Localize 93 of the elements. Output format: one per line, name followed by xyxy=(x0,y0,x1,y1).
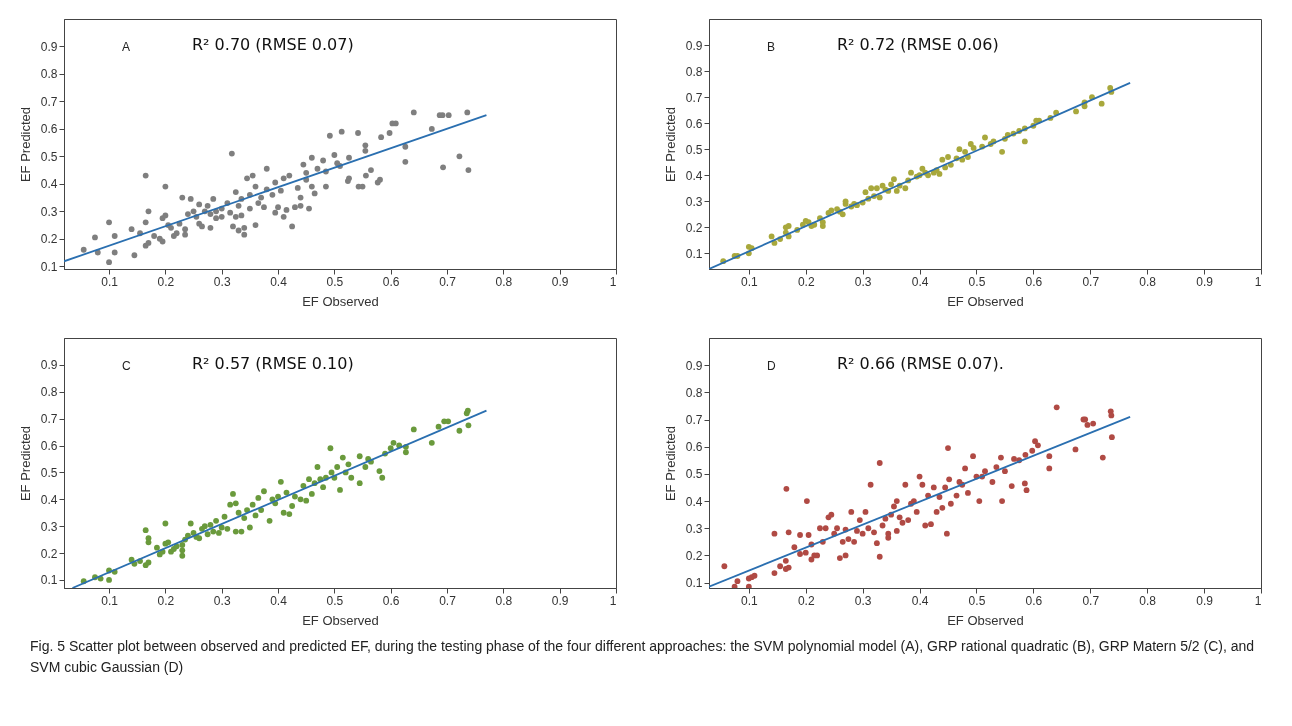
x-tick-label: 0.1 xyxy=(101,274,119,289)
y-tick-label: 0.9 xyxy=(40,39,58,54)
x-tick-label: 0.4 xyxy=(270,274,288,289)
y-tick-label: 0.4 xyxy=(685,494,703,509)
y-axis-title: EF Predicted xyxy=(17,106,33,183)
x-axis-title: EF Observed xyxy=(302,293,379,309)
x-tick-label: 0.9 xyxy=(1196,274,1214,289)
annotation: R² 0.70 (RMSE 0.07) xyxy=(192,35,354,54)
x-tick-label: 0.5 xyxy=(326,274,344,289)
y-tick-label: 0.3 xyxy=(685,194,703,209)
x-tick-label: 0.7 xyxy=(1082,593,1100,608)
x-tick-label: 0.3 xyxy=(213,274,231,289)
y-tick-label: 0.9 xyxy=(685,38,703,53)
y-tick-label: 0.9 xyxy=(40,358,58,373)
x-tick-label: 0.7 xyxy=(439,274,457,289)
y-tick-label: 0.7 xyxy=(40,412,58,427)
x-tick-label: 0.7 xyxy=(1082,274,1100,289)
y-tick-label: 0.5 xyxy=(685,467,703,482)
x-tick-label: 0.5 xyxy=(968,274,986,289)
x-tick-label: 0.8 xyxy=(495,593,513,608)
x-tick-label: 0.8 xyxy=(495,274,513,289)
annotation: R² 0.66 (RMSE 0.07). xyxy=(837,354,1004,373)
y-tick-label: 0.6 xyxy=(40,439,58,454)
y-tick-label: 0.4 xyxy=(685,168,703,183)
y-tick-label: 0.5 xyxy=(40,465,58,480)
x-tick-label: 0.1 xyxy=(101,593,119,608)
x-tick-label: 0.8 xyxy=(1139,593,1157,608)
y-tick-label: 0.6 xyxy=(685,440,703,455)
y-tick-label: 0.8 xyxy=(40,67,58,82)
y-tick-label: 0.4 xyxy=(40,177,58,192)
y-axis-title: EF Predicted xyxy=(17,425,33,502)
y-tick-label: 0.7 xyxy=(685,90,703,105)
y-tick-label: 0.2 xyxy=(40,232,58,247)
x-tick-label: 0.2 xyxy=(157,274,175,289)
x-tick-label: 0.2 xyxy=(797,593,815,608)
caption: Fig. 5 Scatter plot between observed and predicted EF, during the testing phase of the four different approaches: the SVM polynomial model (A), GRP rational quadratic (B), GRP Matern 5/2 (C), and SVM cubic Gaussian (D) xyxy=(30,637,1256,677)
x-axis-title: EF Observed xyxy=(947,612,1024,628)
y-tick-label: 0.2 xyxy=(40,546,58,561)
y-tick-label: 0.2 xyxy=(685,220,703,235)
x-tick-label: 0.8 xyxy=(1139,274,1157,289)
annotation: C xyxy=(122,359,131,373)
y-tick-label: 0.2 xyxy=(685,548,703,563)
y-tick-label: 0.1 xyxy=(685,576,703,591)
y-tick-label: 0.3 xyxy=(40,204,58,219)
x-tick-label: 0.6 xyxy=(1025,274,1043,289)
y-tick-label: 0.6 xyxy=(685,116,703,131)
x-tick-label: 0.6 xyxy=(382,274,400,289)
x-tick-label: 0.3 xyxy=(213,593,231,608)
x-tick-label: 1 xyxy=(609,593,617,608)
annotation: B xyxy=(767,40,776,54)
x-axis-title: EF Observed xyxy=(947,293,1024,309)
x-tick-label: 0.4 xyxy=(270,593,288,608)
x-tick-label: 0.4 xyxy=(911,593,929,608)
x-tick-label: 0.6 xyxy=(1025,593,1043,608)
y-tick-label: 0.9 xyxy=(685,358,703,373)
x-tick-label: 0.1 xyxy=(740,274,758,289)
y-axis-title: EF Predicted xyxy=(662,425,678,502)
y-tick-label: 0.8 xyxy=(40,385,58,400)
y-tick-label: 0.8 xyxy=(685,385,703,400)
x-tick-label: 0.5 xyxy=(326,593,344,608)
x-tick-label: 0.5 xyxy=(968,593,986,608)
x-tick-label: 0.9 xyxy=(551,593,569,608)
y-axis-title: EF Predicted xyxy=(662,106,678,183)
x-tick-label: 0.6 xyxy=(382,593,400,608)
x-tick-label: 0.3 xyxy=(854,274,872,289)
y-tick-label: 0.8 xyxy=(685,64,703,79)
y-tick-label: 0.1 xyxy=(40,573,58,588)
x-tick-label: 0.9 xyxy=(551,274,569,289)
x-tick-label: 0.1 xyxy=(740,593,758,608)
y-tick-label: 0.3 xyxy=(40,519,58,534)
x-tick-label: 1 xyxy=(1254,593,1262,608)
y-tick-label: 0.5 xyxy=(40,149,58,164)
x-tick-label: 0.2 xyxy=(797,274,815,289)
x-axis-title: EF Observed xyxy=(302,612,379,628)
y-tick-label: 0.6 xyxy=(40,122,58,137)
y-tick-label: 0.7 xyxy=(40,94,58,109)
y-tick-label: 0.1 xyxy=(40,259,58,274)
annotation: R² 0.72 (RMSE 0.06) xyxy=(837,35,999,54)
annotation: R² 0.57 (RMSE 0.10) xyxy=(192,354,354,373)
annotation: A xyxy=(122,40,131,54)
x-tick-label: 0.7 xyxy=(439,593,457,608)
annotation: D xyxy=(767,359,776,373)
x-tick-label: 0.3 xyxy=(854,593,872,608)
y-tick-label: 0.4 xyxy=(40,492,58,507)
x-tick-label: 1 xyxy=(1254,274,1262,289)
y-tick-label: 0.1 xyxy=(685,246,703,261)
x-tick-label: 0.9 xyxy=(1196,593,1214,608)
x-tick-label: 1 xyxy=(609,274,617,289)
y-tick-label: 0.3 xyxy=(685,521,703,536)
y-tick-label: 0.5 xyxy=(685,142,703,157)
x-tick-label: 0.4 xyxy=(911,274,929,289)
x-tick-label: 0.2 xyxy=(157,593,175,608)
y-tick-label: 0.7 xyxy=(685,413,703,428)
